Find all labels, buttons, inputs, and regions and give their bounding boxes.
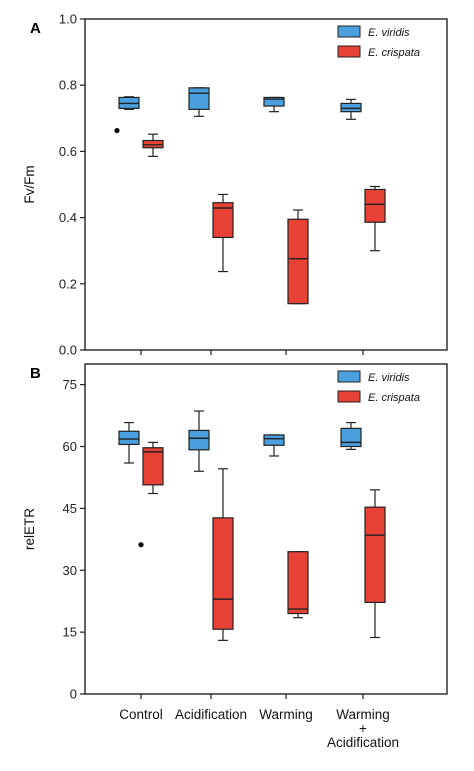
legend-swatch-viridis [337, 25, 361, 38]
panel-a: 0.0 0.2 0.4 0.6 0.8 1.0 Fv/Fm A E. viridis E. cri… [22, 12, 448, 358]
category-label: + [359, 721, 367, 736]
box-iqr [188, 87, 210, 110]
legend-label-viridis: E. viridis [368, 27, 410, 39]
legend-label-viridis: E. viridis [368, 372, 410, 384]
box-crispata-1 [212, 193, 234, 273]
box-viridis-2 [263, 96, 285, 113]
category-label: Control [119, 707, 163, 722]
box-iqr [340, 102, 362, 113]
box-viridis-3 [340, 421, 362, 450]
y-tick-label: 45 [63, 501, 77, 516]
box-viridis-2 [263, 434, 285, 457]
box-iqr [287, 551, 309, 615]
panel-label: A [30, 20, 41, 37]
box-crispata-2 [287, 209, 309, 305]
box-viridis-1 [188, 410, 210, 472]
legend-swatch-crispata [337, 390, 361, 403]
legend-label-crispata: E. crispata [368, 47, 420, 59]
box-crispata-2 [287, 551, 309, 619]
y-tick-label: 30 [63, 563, 77, 578]
box-crispata-0 [138, 441, 164, 548]
plot-frame [84, 363, 448, 695]
box-viridis-0 [118, 421, 140, 464]
y-tick-label: 15 [63, 625, 77, 640]
box-crispata-3 [364, 185, 386, 252]
box-iqr [263, 434, 285, 446]
box-iqr [287, 218, 309, 305]
y-tick-label: 75 [63, 377, 77, 392]
legend-swatch-crispata [337, 45, 361, 58]
category-label: Warming [336, 707, 390, 722]
box-iqr [188, 429, 210, 451]
y-tick-label: 0 [70, 687, 77, 702]
y-tick-label: 0.6 [59, 144, 77, 159]
box-viridis-0 [114, 96, 140, 134]
box-viridis-3 [340, 98, 362, 120]
outlier-point [138, 542, 144, 548]
y-tick-label: 1.0 [59, 12, 77, 27]
box-crispata-3 [364, 489, 386, 639]
y-tick-label: 60 [63, 439, 77, 454]
outlier-point [114, 127, 120, 134]
legend-label-crispata: E. crispata [368, 392, 420, 404]
box-crispata-0 [142, 133, 164, 157]
category-label: Acidification [327, 735, 399, 750]
panel-label: B [30, 365, 41, 382]
plot-frame [84, 18, 448, 351]
y-axis-label: relETR [22, 508, 37, 550]
category-label: Warming [259, 707, 313, 722]
legend-swatch-viridis [337, 370, 361, 383]
category-labels: Control Acidification Warming Warming+Acidi… [119, 707, 399, 750]
box-iqr [142, 447, 164, 486]
box-viridis-1 [188, 87, 210, 117]
category-label: Acidification [175, 707, 247, 722]
y-tick-label: 0.4 [59, 210, 77, 225]
y-tick-label: 0.0 [59, 343, 77, 358]
y-tick-label: 0.8 [59, 78, 77, 93]
panel-b: 0 15 30 45 60 75 relETR B E. viridis E. crispata [22, 363, 448, 702]
box-crispata-1 [212, 468, 234, 641]
y-axis-label: Fv/Fm [22, 165, 37, 203]
box-iqr [212, 517, 234, 630]
box-iqr [118, 430, 140, 446]
box-iqr [263, 96, 285, 107]
y-tick-label: 0.2 [59, 276, 77, 291]
box-iqr [340, 427, 362, 448]
box-iqr [364, 188, 386, 223]
box-iqr [364, 506, 386, 604]
box-iqr [212, 202, 234, 239]
